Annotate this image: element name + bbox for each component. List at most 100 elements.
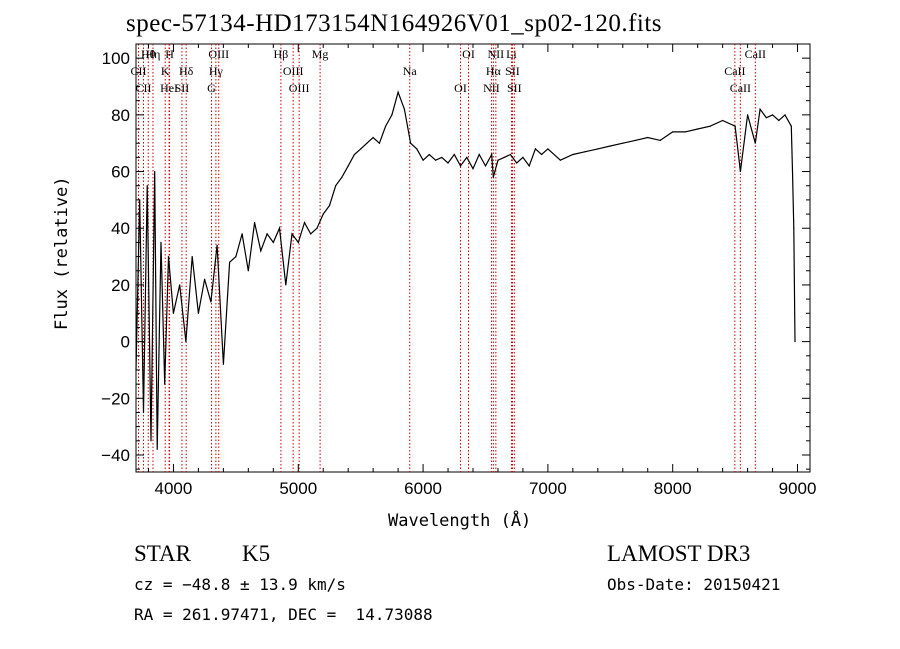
spectrum-point (771, 114, 774, 116)
spectrum-point (278, 227, 281, 229)
spectrum-point (791, 170, 794, 173)
spectrum-point (522, 156, 524, 158)
spectrum-point (222, 363, 224, 365)
spectrum-point (403, 108, 405, 110)
spectrum-point (709, 125, 711, 127)
spectrum-point (746, 114, 749, 116)
spectrum-point (739, 170, 741, 173)
spectrum-point (172, 312, 175, 314)
spectrum-point (497, 159, 499, 161)
survey-label: LAMOST DR3 (607, 541, 751, 566)
spectral-line-label: OI (462, 47, 475, 61)
spectral-line-label: G (207, 81, 216, 95)
x-tick-label: 9000 (779, 479, 817, 498)
spectral-line-label: Hθ (141, 47, 156, 61)
spectral-line-label: SII (175, 81, 190, 95)
spectrum-point (434, 159, 437, 161)
spectrum-point (484, 165, 487, 167)
spectrum-point (328, 204, 331, 207)
spectrum-point (322, 213, 324, 215)
spectral-line-label: CII (130, 64, 146, 78)
spectrum-point (765, 117, 767, 119)
spectrum-point (492, 176, 494, 178)
spectrum-line (135, 90, 796, 450)
spectrum-point (722, 119, 724, 122)
spectrum-point (179, 284, 181, 286)
spectral-line-label: Hγ (209, 64, 224, 78)
spectrum-point (253, 221, 256, 224)
spectrum-point (397, 91, 399, 93)
spectrum-point (335, 185, 337, 187)
spectrum-point (491, 153, 493, 156)
spectrum-point (197, 312, 200, 314)
spectrum-point (229, 261, 231, 263)
object-class: STAR (134, 541, 191, 566)
spectral-line-label: HeI (160, 81, 178, 95)
x-axis-ticks: 4000 5000 6000 7000 8000 9000 (147, 44, 817, 498)
spectrum-point (185, 341, 187, 343)
spectrum-point (609, 145, 611, 147)
spectrum-point (684, 131, 686, 133)
spectrum-point (778, 119, 780, 122)
spectrum-point (659, 139, 661, 141)
spectral-line-label: Mg (312, 47, 329, 61)
spectrum-point (160, 241, 162, 244)
object-subclass: K5 (242, 541, 271, 566)
spectral-line-label: CII (135, 81, 151, 95)
spectrum-point (428, 153, 430, 156)
spectrum-point (516, 162, 518, 164)
spectrum-point (759, 108, 761, 110)
spectrum-point (409, 142, 412, 144)
spectrum-point (146, 185, 148, 187)
spectrum-point (672, 131, 674, 133)
spectrum-point (154, 170, 156, 173)
spectrum-point (534, 148, 537, 150)
spectrum-point (790, 125, 792, 127)
redshift-cz: cz = −48.8 ± 13.9 km/s (134, 575, 346, 594)
spectrum-point (210, 301, 212, 303)
chart-title: spec-57134-HD173154N164926V01_sp02-120.f… (126, 10, 663, 37)
obs-date: Obs-Date: 20150421 (607, 575, 781, 594)
spectrum-point (366, 142, 368, 144)
spectrum-point (528, 165, 530, 167)
spectrum-point (478, 153, 480, 156)
spectral-line-label: CaII (745, 47, 766, 61)
spectral-line-label: CaII (724, 64, 745, 78)
spectrum-point (291, 233, 293, 235)
spectral-line-label: OIII (283, 64, 304, 78)
x-tick-label: 4000 (155, 479, 193, 498)
spectrum-point (447, 162, 449, 164)
spectral-line-label: Hη (145, 47, 160, 61)
spectrum-point (441, 156, 443, 158)
spectrum-point (341, 176, 343, 178)
spectral-line-label: H (165, 47, 174, 61)
y-tick-label: 80 (111, 106, 130, 125)
spectrum-point (547, 148, 549, 150)
spectrum-point (584, 151, 586, 153)
spectrum-point (235, 255, 237, 258)
spectrum-point (241, 233, 243, 235)
spectral-line-label: SII (507, 81, 522, 95)
spectrum-point (784, 114, 786, 116)
spectrum-point (360, 148, 362, 150)
spectrum-point (572, 153, 574, 156)
spectral-line-label: OIII (289, 81, 310, 95)
spectral-line-label: Na (403, 64, 418, 78)
spectrum-point (459, 165, 462, 167)
spectrum-point (378, 142, 380, 144)
spectral-line-label: NII (488, 47, 505, 61)
spectrum-point (794, 341, 796, 343)
spectrum-point (734, 125, 736, 127)
spectrum-point (303, 221, 306, 224)
spectrum-point (353, 153, 356, 156)
spectrum-point (164, 383, 166, 385)
spectrum-point (191, 255, 193, 258)
spectral-line-label: Hβ (274, 47, 289, 61)
spectrum-point (559, 159, 561, 161)
spectrum-series (135, 90, 796, 450)
x-tick-label: 7000 (529, 479, 567, 498)
spectrum-point (422, 159, 424, 161)
spectral-line-label: OI (454, 81, 467, 95)
spectrum-point (509, 153, 512, 156)
